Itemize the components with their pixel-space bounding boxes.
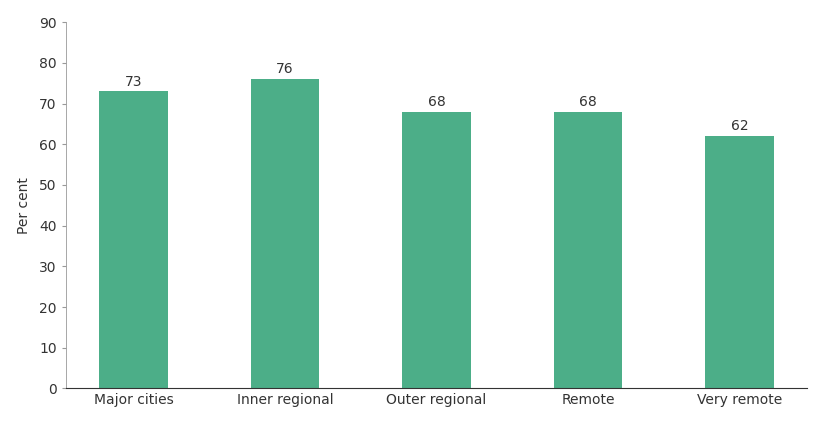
Y-axis label: Per cent: Per cent [16,177,30,234]
Bar [250,79,319,388]
Bar [554,112,622,388]
Bar [705,136,774,388]
Text: 68: 68 [428,95,445,109]
Text: 62: 62 [731,119,748,133]
Text: 73: 73 [124,75,143,89]
Bar [100,91,167,388]
Text: 68: 68 [579,95,597,109]
Text: 76: 76 [276,62,294,76]
Bar [402,112,471,388]
